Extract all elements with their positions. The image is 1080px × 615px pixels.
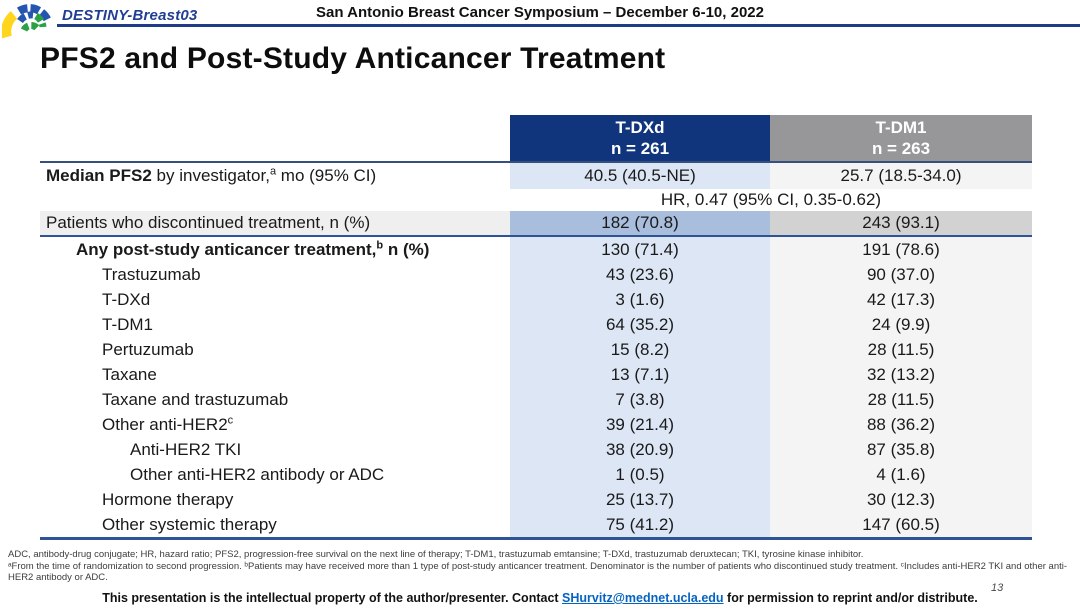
tdm1-value: 42 (17.3) bbox=[770, 287, 1032, 312]
tdm1-value: 90 (37.0) bbox=[770, 262, 1032, 287]
row-label: T-DM1 bbox=[102, 314, 153, 334]
row-label: Taxane bbox=[102, 364, 157, 384]
tdxd-value: 3 (1.6) bbox=[510, 287, 770, 312]
tdm1-n-count: n = 263 bbox=[871, 139, 931, 158]
table-row: Hormone therapy 25 (13.7) 30 (12.3) bbox=[40, 487, 1032, 512]
table-row: Taxane 13 (7.1) 32 (13.2) bbox=[40, 362, 1032, 387]
row-label: T-DXd bbox=[102, 289, 151, 309]
column-header-tdxd: T-DXd n = 261 bbox=[510, 115, 770, 163]
table-row: Pertuzumab 15 (8.2) 28 (11.5) bbox=[40, 337, 1032, 362]
table-header-row: T-DXd n = 261 T-DM1 n = 263 bbox=[40, 115, 1032, 163]
page-number: 13 bbox=[991, 582, 1004, 594]
tdxd-n-count: n = 261 bbox=[610, 139, 670, 158]
tdxd-value: 75 (41.2) bbox=[510, 512, 770, 540]
lettered-footnote: ᵃFrom the time of randomization to secon… bbox=[8, 560, 1068, 584]
table-row: T-DXd 3 (1.6) 42 (17.3) bbox=[40, 287, 1032, 312]
table-row: Any post-study anticancer treatment,b n … bbox=[40, 236, 1032, 262]
abbreviation-footnote: ADC, antibody-drug conjugate; HR, hazard… bbox=[8, 549, 864, 560]
hazard-ratio-row: HR, 0.47 (95% CI, 0.35-0.62) bbox=[40, 189, 1032, 211]
page-title: PFS2 and Post-Study Anticancer Treatment bbox=[40, 42, 666, 75]
row-label: Pertuzumab bbox=[102, 339, 194, 359]
table-row: Other anti-HER2c 39 (21.4) 88 (36.2) bbox=[40, 412, 1032, 437]
row-label: Anti-HER2 TKI bbox=[130, 439, 242, 459]
table-row: Taxane and trastuzumab 7 (3.8) 28 (11.5) bbox=[40, 387, 1032, 412]
tdm1-value: 87 (35.8) bbox=[770, 437, 1032, 462]
row-label: Median PFS2 by investigator,a mo (95% CI… bbox=[46, 165, 377, 185]
treatment-table: T-DXd n = 261 T-DM1 n = 263 Median PFS2 … bbox=[40, 115, 1032, 540]
tdxd-value: 13 (7.1) bbox=[510, 362, 770, 387]
tdm1-value: 28 (11.5) bbox=[770, 387, 1032, 412]
column-header-tdm1: T-DM1 n = 263 bbox=[770, 115, 1032, 163]
tdm1-value: 30 (12.3) bbox=[770, 487, 1032, 512]
table-row: Patients who discontinued treatment, n (… bbox=[40, 211, 1032, 237]
tdxd-value: 39 (21.4) bbox=[510, 412, 770, 437]
copyright-footer: This presentation is the intellectual pr… bbox=[102, 591, 978, 605]
row-label: Hormone therapy bbox=[102, 489, 234, 509]
row-label: Other systemic therapy bbox=[40, 512, 510, 540]
tdxd-value: 40.5 (40.5-NE) bbox=[510, 162, 770, 189]
row-label: Taxane and trastuzumab bbox=[102, 389, 289, 409]
row-label: Other anti-HER2c bbox=[102, 413, 234, 434]
header-divider bbox=[57, 24, 1080, 27]
tdm1-value: 191 (78.6) bbox=[770, 236, 1032, 262]
tdm1-value: 4 (1.6) bbox=[770, 462, 1032, 487]
tdm1-value: 25.7 (18.5-34.0) bbox=[770, 162, 1032, 189]
tdxd-value: 182 (70.8) bbox=[510, 211, 770, 237]
tdxd-value: 43 (23.6) bbox=[510, 262, 770, 287]
hazard-ratio-value: HR, 0.47 (95% CI, 0.35-0.62) bbox=[510, 189, 1032, 211]
tdxd-value: 1 (0.5) bbox=[510, 462, 770, 487]
tdxd-drug-name: T-DXd bbox=[615, 118, 665, 137]
tdxd-value: 15 (8.2) bbox=[510, 337, 770, 362]
tdxd-value: 130 (71.4) bbox=[510, 236, 770, 262]
footnotes: ADC, antibody-drug conjugate; HR, hazard… bbox=[8, 549, 1070, 584]
header-label-cell bbox=[40, 115, 510, 163]
tdm1-value: 32 (13.2) bbox=[770, 362, 1032, 387]
table-row: T-DM1 64 (35.2) 24 (9.9) bbox=[40, 312, 1032, 337]
tdxd-value: 25 (13.7) bbox=[510, 487, 770, 512]
table-row: Trastuzumab 43 (23.6) 90 (37.0) bbox=[40, 262, 1032, 287]
tdm1-drug-name: T-DM1 bbox=[875, 118, 927, 137]
table-row: Other systemic therapy 75 (41.2) 147 (60… bbox=[40, 512, 1032, 540]
tdm1-value: 147 (60.5) bbox=[770, 512, 1032, 540]
row-label: Any post-study anticancer treatment,b n … bbox=[76, 238, 430, 259]
study-name: DESTINY-Breast03 bbox=[62, 7, 198, 24]
tdm1-value: 28 (11.5) bbox=[770, 337, 1032, 362]
table-row: Other anti-HER2 antibody or ADC 1 (0.5) … bbox=[40, 462, 1032, 487]
tdm1-value: 24 (9.9) bbox=[770, 312, 1032, 337]
row-label: Trastuzumab bbox=[102, 264, 201, 284]
destiny-logo bbox=[1, 0, 54, 45]
contact-email-link[interactable]: SHurvitz@mednet.ucla.edu bbox=[562, 591, 724, 605]
tdxd-value: 64 (35.2) bbox=[510, 312, 770, 337]
tdxd-value: 38 (20.9) bbox=[510, 437, 770, 462]
table-row: Median PFS2 by investigator,a mo (95% CI… bbox=[40, 162, 1032, 189]
tdm1-value: 88 (36.2) bbox=[770, 412, 1032, 437]
tdxd-value: 7 (3.8) bbox=[510, 387, 770, 412]
symposium-title: San Antonio Breast Cancer Symposium – De… bbox=[316, 4, 764, 21]
row-label bbox=[40, 189, 510, 211]
tdm1-value: 243 (93.1) bbox=[770, 211, 1032, 237]
table-row: Anti-HER2 TKI 38 (20.9) 87 (35.8) bbox=[40, 437, 1032, 462]
row-label: Other anti-HER2 antibody or ADC bbox=[130, 464, 385, 484]
row-label: Patients who discontinued treatment, n (… bbox=[40, 211, 510, 237]
arc-logo-icon bbox=[1, 4, 52, 39]
